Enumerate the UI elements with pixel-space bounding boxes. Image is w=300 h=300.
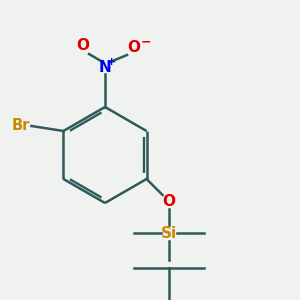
Text: O: O xyxy=(162,194,175,208)
Text: O: O xyxy=(76,38,89,53)
Text: +: + xyxy=(106,57,116,67)
Text: N: N xyxy=(99,59,111,74)
Text: Si: Si xyxy=(160,226,177,241)
Text: −: − xyxy=(141,35,151,49)
Text: O: O xyxy=(128,40,140,56)
Text: Br: Br xyxy=(12,118,30,134)
